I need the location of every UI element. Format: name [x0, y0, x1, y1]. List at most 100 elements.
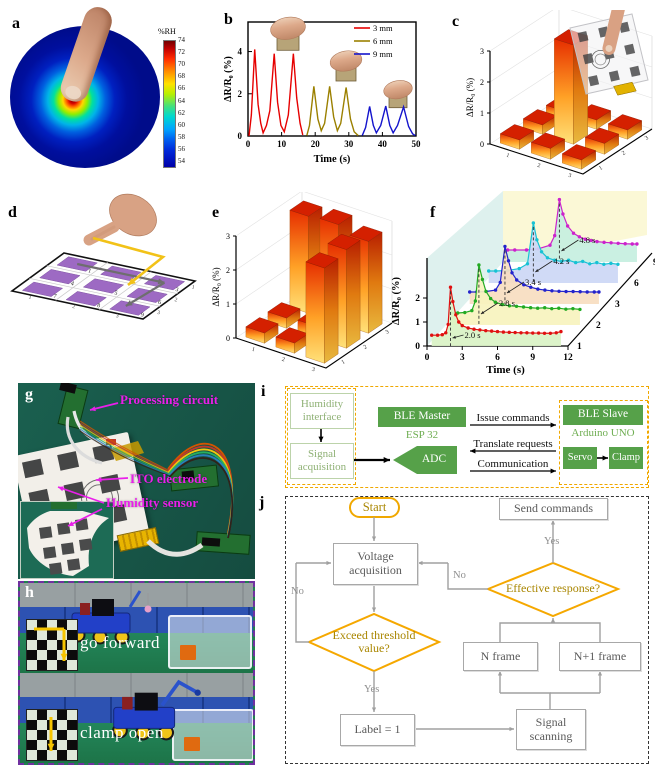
svg-text:3: 3	[460, 353, 465, 363]
svg-text:3: 3	[615, 300, 620, 310]
svg-text:1: 1	[598, 165, 604, 172]
exceed-threshold-node: Exceed threshold value?	[332, 627, 416, 655]
colorbar-tick: 66	[178, 84, 185, 93]
svg-text:0: 0	[238, 131, 243, 141]
svg-text:3: 3	[385, 329, 391, 336]
svg-text:3: 3	[156, 310, 160, 317]
edge-no-mid: No	[453, 570, 466, 581]
edge-no-left: No	[291, 586, 304, 597]
svg-text:7: 7	[53, 294, 57, 301]
svg-text:0: 0	[480, 140, 484, 149]
svg-text:2: 2	[363, 344, 369, 351]
panel-j-flowchart: Start Voltage acquisition Exceed thresho…	[285, 496, 649, 764]
svg-text:3 mm: 3 mm	[373, 23, 393, 33]
storage-box-1	[168, 615, 252, 669]
svg-text:2: 2	[596, 321, 601, 331]
svg-text:Time (s): Time (s)	[314, 154, 351, 165]
panel-i-block-diagram: Humidity interface Signal acquisition BL…	[285, 386, 649, 488]
svg-text:6: 6	[157, 300, 161, 307]
chart-c-3d-bars: 0 1 2 3 ΔR/R₀ (%) 1 2 3 1 2 3	[465, 10, 653, 180]
caption-clamp-open: clamp open	[80, 723, 164, 742]
svg-text:1: 1	[415, 318, 420, 328]
svg-text:2: 2	[415, 294, 420, 304]
svg-text:1: 1	[87, 268, 91, 275]
panel-label-a: a	[12, 15, 20, 32]
panel-g-photo: Processing circuit ITO electrode Humidit…	[18, 383, 255, 579]
svg-text:2: 2	[480, 78, 484, 87]
translate-requests-label: Translate requests	[473, 438, 553, 450]
signal-scanning-node: Signal scanning	[516, 709, 586, 750]
esp32-label: ESP 32	[405, 428, 439, 441]
svg-text:0: 0	[415, 342, 420, 352]
panel-label-h: h	[25, 584, 34, 601]
colorbar-tick: 54	[178, 157, 185, 165]
panel-label-b: b	[224, 11, 233, 28]
label-1-node: Label = 1	[340, 714, 415, 746]
svg-text:1: 1	[251, 347, 255, 354]
svg-text:5: 5	[114, 290, 118, 297]
colorbar	[163, 40, 176, 168]
panel-h-photos: go forward clamp open h	[18, 581, 255, 765]
svg-text:3.4 s: 3.4 s	[525, 277, 541, 287]
svg-text:3: 3	[226, 232, 230, 241]
colorbar-tick: 72	[178, 48, 185, 57]
colorbar-tick: 64	[178, 96, 185, 105]
panel-label-i: i	[261, 383, 266, 400]
svg-text:2: 2	[174, 297, 178, 304]
ble-slave-box: BLE Slave	[563, 405, 643, 425]
clamp-box: Clamp	[609, 447, 643, 469]
chart-b-response-line: 0 10 20 30 40 50 0 2 4 Time (s) ΔR/R₀ (%) 3 mm 6 mm 9…	[224, 16, 421, 165]
humidity-group-box	[287, 388, 356, 485]
svg-text:9: 9	[530, 353, 535, 363]
label-processing-circuit: Processing circuit	[120, 392, 219, 407]
svg-text:1: 1	[191, 285, 195, 292]
colorbar-tick: 62	[178, 108, 185, 117]
panel-i-arrows	[318, 422, 608, 474]
colorbar-tick: 60	[178, 120, 185, 129]
colorbar-title: %RH	[158, 27, 176, 36]
edge-yes-top: Yes	[544, 536, 560, 547]
svg-text:8: 8	[96, 303, 100, 310]
panel-label-j: j	[259, 494, 265, 511]
svg-text:2: 2	[72, 304, 76, 311]
svg-text:1: 1	[226, 300, 230, 309]
label-ito-electrode: ITO electrode	[130, 471, 208, 486]
svg-text:4.2 s: 4.2 s	[553, 256, 569, 266]
svg-text:3: 3	[644, 135, 650, 142]
panel-label-d: d	[8, 204, 17, 221]
colorbar-ticks: 74 72 70 68 66 64 62 60 58 56 54	[178, 36, 198, 168]
svg-text:10: 10	[277, 139, 287, 149]
svg-text:9 mm: 9 mm	[373, 49, 393, 59]
svg-text:2.0 s: 2.0 s	[465, 330, 481, 340]
svg-text:ΔR/R₀ (%): ΔR/R₀ (%)	[224, 56, 234, 102]
svg-text:1: 1	[28, 294, 32, 301]
issue-commands-label: Issue commands	[476, 412, 550, 424]
svg-text:30: 30	[344, 139, 354, 149]
svg-text:4: 4	[70, 281, 74, 288]
n-frame-node: N frame	[463, 642, 538, 671]
send-commands-node: Send commands	[499, 498, 608, 520]
svg-text:3: 3	[175, 287, 179, 294]
panel-label-f: f	[430, 204, 436, 221]
edge-yes-bottom: Yes	[364, 684, 380, 695]
panel-label-c: c	[452, 13, 460, 30]
panel-label-e: e	[212, 204, 220, 221]
svg-text:1: 1	[341, 359, 347, 366]
chart-e-3d-bars: 0 1 2 3 ΔR/R₀ (%) 1 2 3 1 2 3	[211, 192, 393, 373]
humidity-interface-box: Humidity interface	[290, 393, 354, 429]
robots-overlay	[70, 590, 201, 741]
svg-text:0: 0	[226, 334, 230, 343]
n1-frame-node: N+1 frame	[559, 642, 641, 671]
svg-text:3: 3	[568, 173, 572, 180]
svg-text:2: 2	[537, 163, 541, 170]
caption-go-forward: go forward	[80, 633, 161, 652]
svg-text:2.8 s: 2.8 s	[499, 298, 515, 308]
svg-text:2: 2	[238, 89, 243, 99]
slave-group-box	[559, 400, 648, 485]
svg-text:4: 4	[238, 47, 243, 57]
svg-text:2: 2	[281, 357, 285, 364]
tag-arrows-overlay	[34, 627, 68, 751]
storage-box-2	[172, 709, 253, 761]
